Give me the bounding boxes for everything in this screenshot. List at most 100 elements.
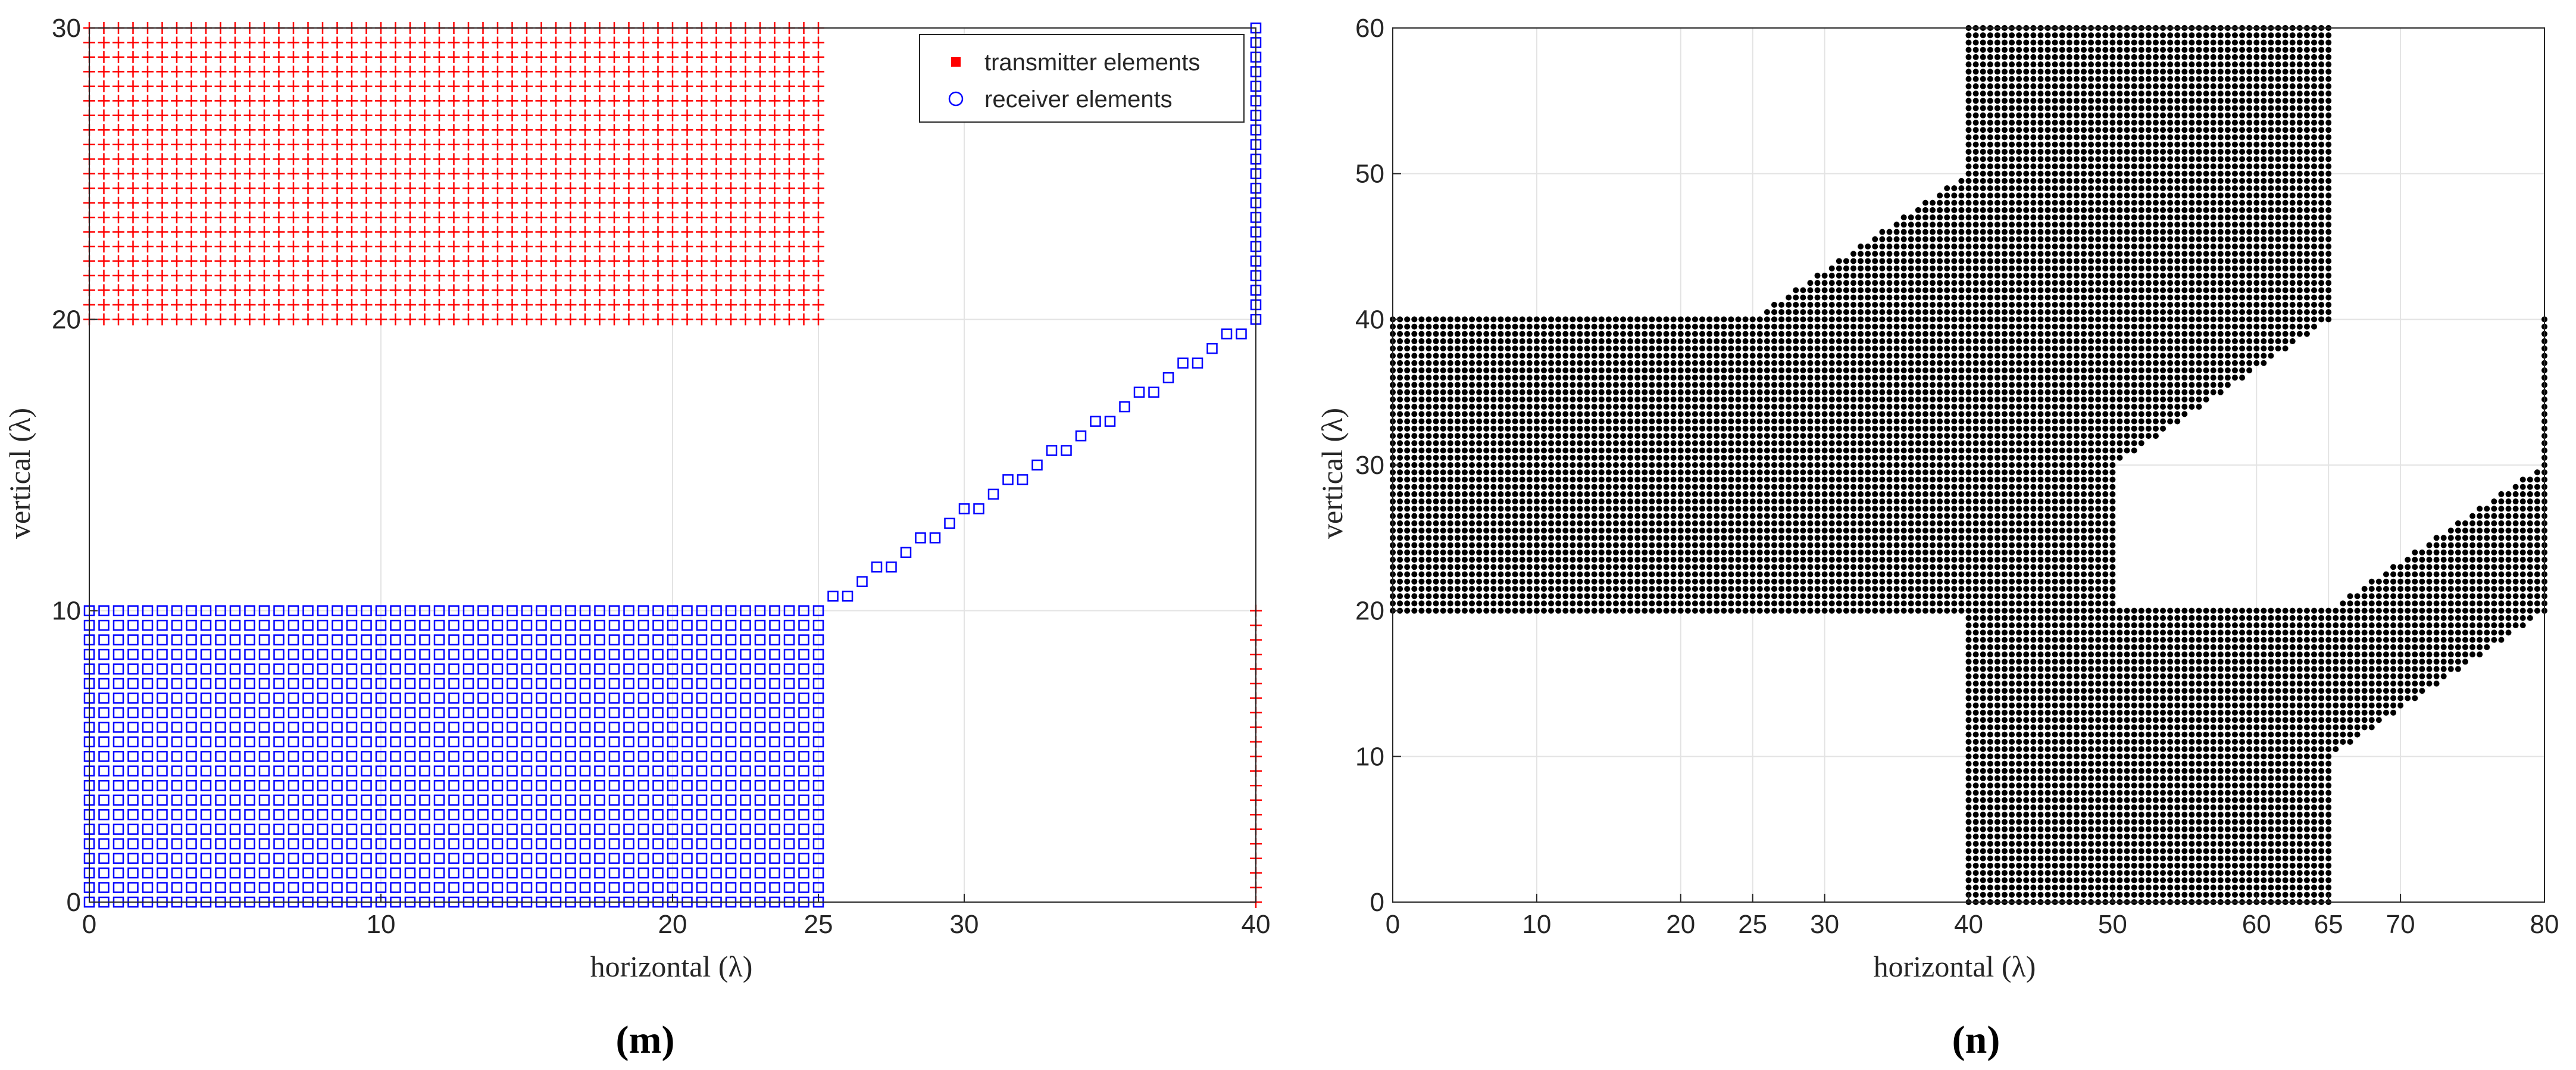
- array-element: [1649, 513, 1655, 519]
- array-element: [1843, 513, 1849, 519]
- array-element: [1598, 382, 1605, 388]
- array-element: [1447, 389, 1453, 395]
- transmitter-element: [404, 65, 416, 78]
- array-element: [1850, 513, 1856, 519]
- transmitter-element: [521, 124, 533, 136]
- array-element: [1591, 418, 1598, 425]
- array-element: [1756, 600, 1763, 607]
- array-element: [1642, 382, 1648, 388]
- array-element: [1649, 338, 1655, 345]
- array-element: [1476, 593, 1483, 600]
- array-element: [1714, 557, 1720, 563]
- array-element: [1620, 345, 1626, 352]
- array-element: [1555, 440, 1562, 447]
- array-element: [1721, 375, 1727, 381]
- transmitter-element: [652, 241, 664, 252]
- array-element: [1663, 542, 1670, 548]
- array-element: [1612, 411, 1619, 417]
- array-element: [1548, 330, 1555, 337]
- array-element: [1490, 462, 1497, 468]
- transmitter-element: [623, 313, 635, 326]
- transmitter-element: [564, 226, 577, 238]
- array-element: [1598, 389, 1605, 395]
- array-element: [1706, 447, 1713, 454]
- array-element: [1397, 440, 1403, 447]
- array-element: [1476, 476, 1483, 483]
- transmitter-element: [156, 284, 168, 297]
- array-element: [1584, 425, 1590, 432]
- transmitter-element: [637, 284, 649, 297]
- array-element: [1483, 447, 1490, 454]
- array-element: [1728, 593, 1734, 600]
- array-element: [1756, 447, 1763, 454]
- array-element: [1663, 483, 1670, 490]
- array-element: [1843, 294, 1849, 301]
- array-element: [1526, 469, 1533, 476]
- array-element: [1605, 352, 1612, 359]
- array-element: [1476, 330, 1483, 337]
- array-element: [1505, 330, 1511, 337]
- array-element: [1692, 382, 1698, 388]
- array-element: [1793, 345, 1799, 352]
- array-element: [1742, 454, 1749, 461]
- array-element: [1425, 433, 1432, 439]
- array-element: [1584, 375, 1590, 381]
- array-element: [1663, 476, 1670, 483]
- array-element: [1714, 440, 1720, 447]
- array-element: [1577, 360, 1583, 366]
- transmitter-element: [389, 241, 402, 252]
- transmitter-element: [317, 255, 329, 267]
- transmitter-element: [331, 138, 343, 151]
- transmitter-element: [331, 241, 343, 252]
- transmitter-element: [156, 313, 168, 326]
- array-element: [1850, 498, 1856, 505]
- array-element: [1433, 542, 1439, 548]
- array-element: [1526, 564, 1533, 570]
- array-element: [1533, 476, 1540, 483]
- array-element: [1591, 462, 1598, 468]
- array-element: [1476, 506, 1483, 512]
- array-element: [1620, 396, 1626, 403]
- array-element: [1555, 483, 1562, 490]
- array-element: [1397, 389, 1403, 395]
- array-element: [1505, 506, 1511, 512]
- array-element: [1670, 323, 1677, 330]
- array-element: [1656, 571, 1662, 578]
- transmitter-element: [550, 196, 562, 209]
- array-element: [1447, 418, 1453, 425]
- array-element: [1821, 498, 1828, 505]
- array-element: [1570, 404, 1576, 410]
- array-element: [1706, 367, 1713, 373]
- array-element: [1498, 600, 1504, 607]
- array-element: [1447, 338, 1453, 345]
- array-element: [1498, 411, 1504, 417]
- array-element: [1490, 491, 1497, 497]
- transmitter-element: [579, 196, 591, 209]
- array-element: [1411, 557, 1418, 563]
- array-element: [1699, 535, 1706, 541]
- array-element: [1397, 593, 1403, 600]
- array-element: [1555, 338, 1562, 345]
- array-element: [1620, 404, 1626, 410]
- array-element: [1447, 469, 1453, 476]
- transmitter-element: [229, 80, 241, 92]
- transmitter-element: [389, 284, 402, 297]
- array-element: [1663, 491, 1670, 497]
- transmitter-element: [273, 255, 285, 267]
- transmitter-element: [302, 313, 314, 326]
- array-element: [1461, 571, 1468, 578]
- array-element: [1786, 542, 1792, 548]
- transmitter-element: [506, 95, 518, 107]
- array-element: [1397, 367, 1403, 373]
- array-element: [1692, 316, 1698, 323]
- transmitter-element: [389, 80, 402, 92]
- array-element: [1836, 542, 1842, 548]
- array-element: [1512, 330, 1518, 337]
- transmitter-element: [462, 211, 474, 224]
- transmitter-element: [550, 298, 562, 311]
- array-element: [1714, 352, 1720, 359]
- array-element: [1807, 367, 1814, 373]
- array-element: [1656, 578, 1662, 585]
- array-element: [1649, 476, 1655, 483]
- transmitter-element: [462, 182, 474, 195]
